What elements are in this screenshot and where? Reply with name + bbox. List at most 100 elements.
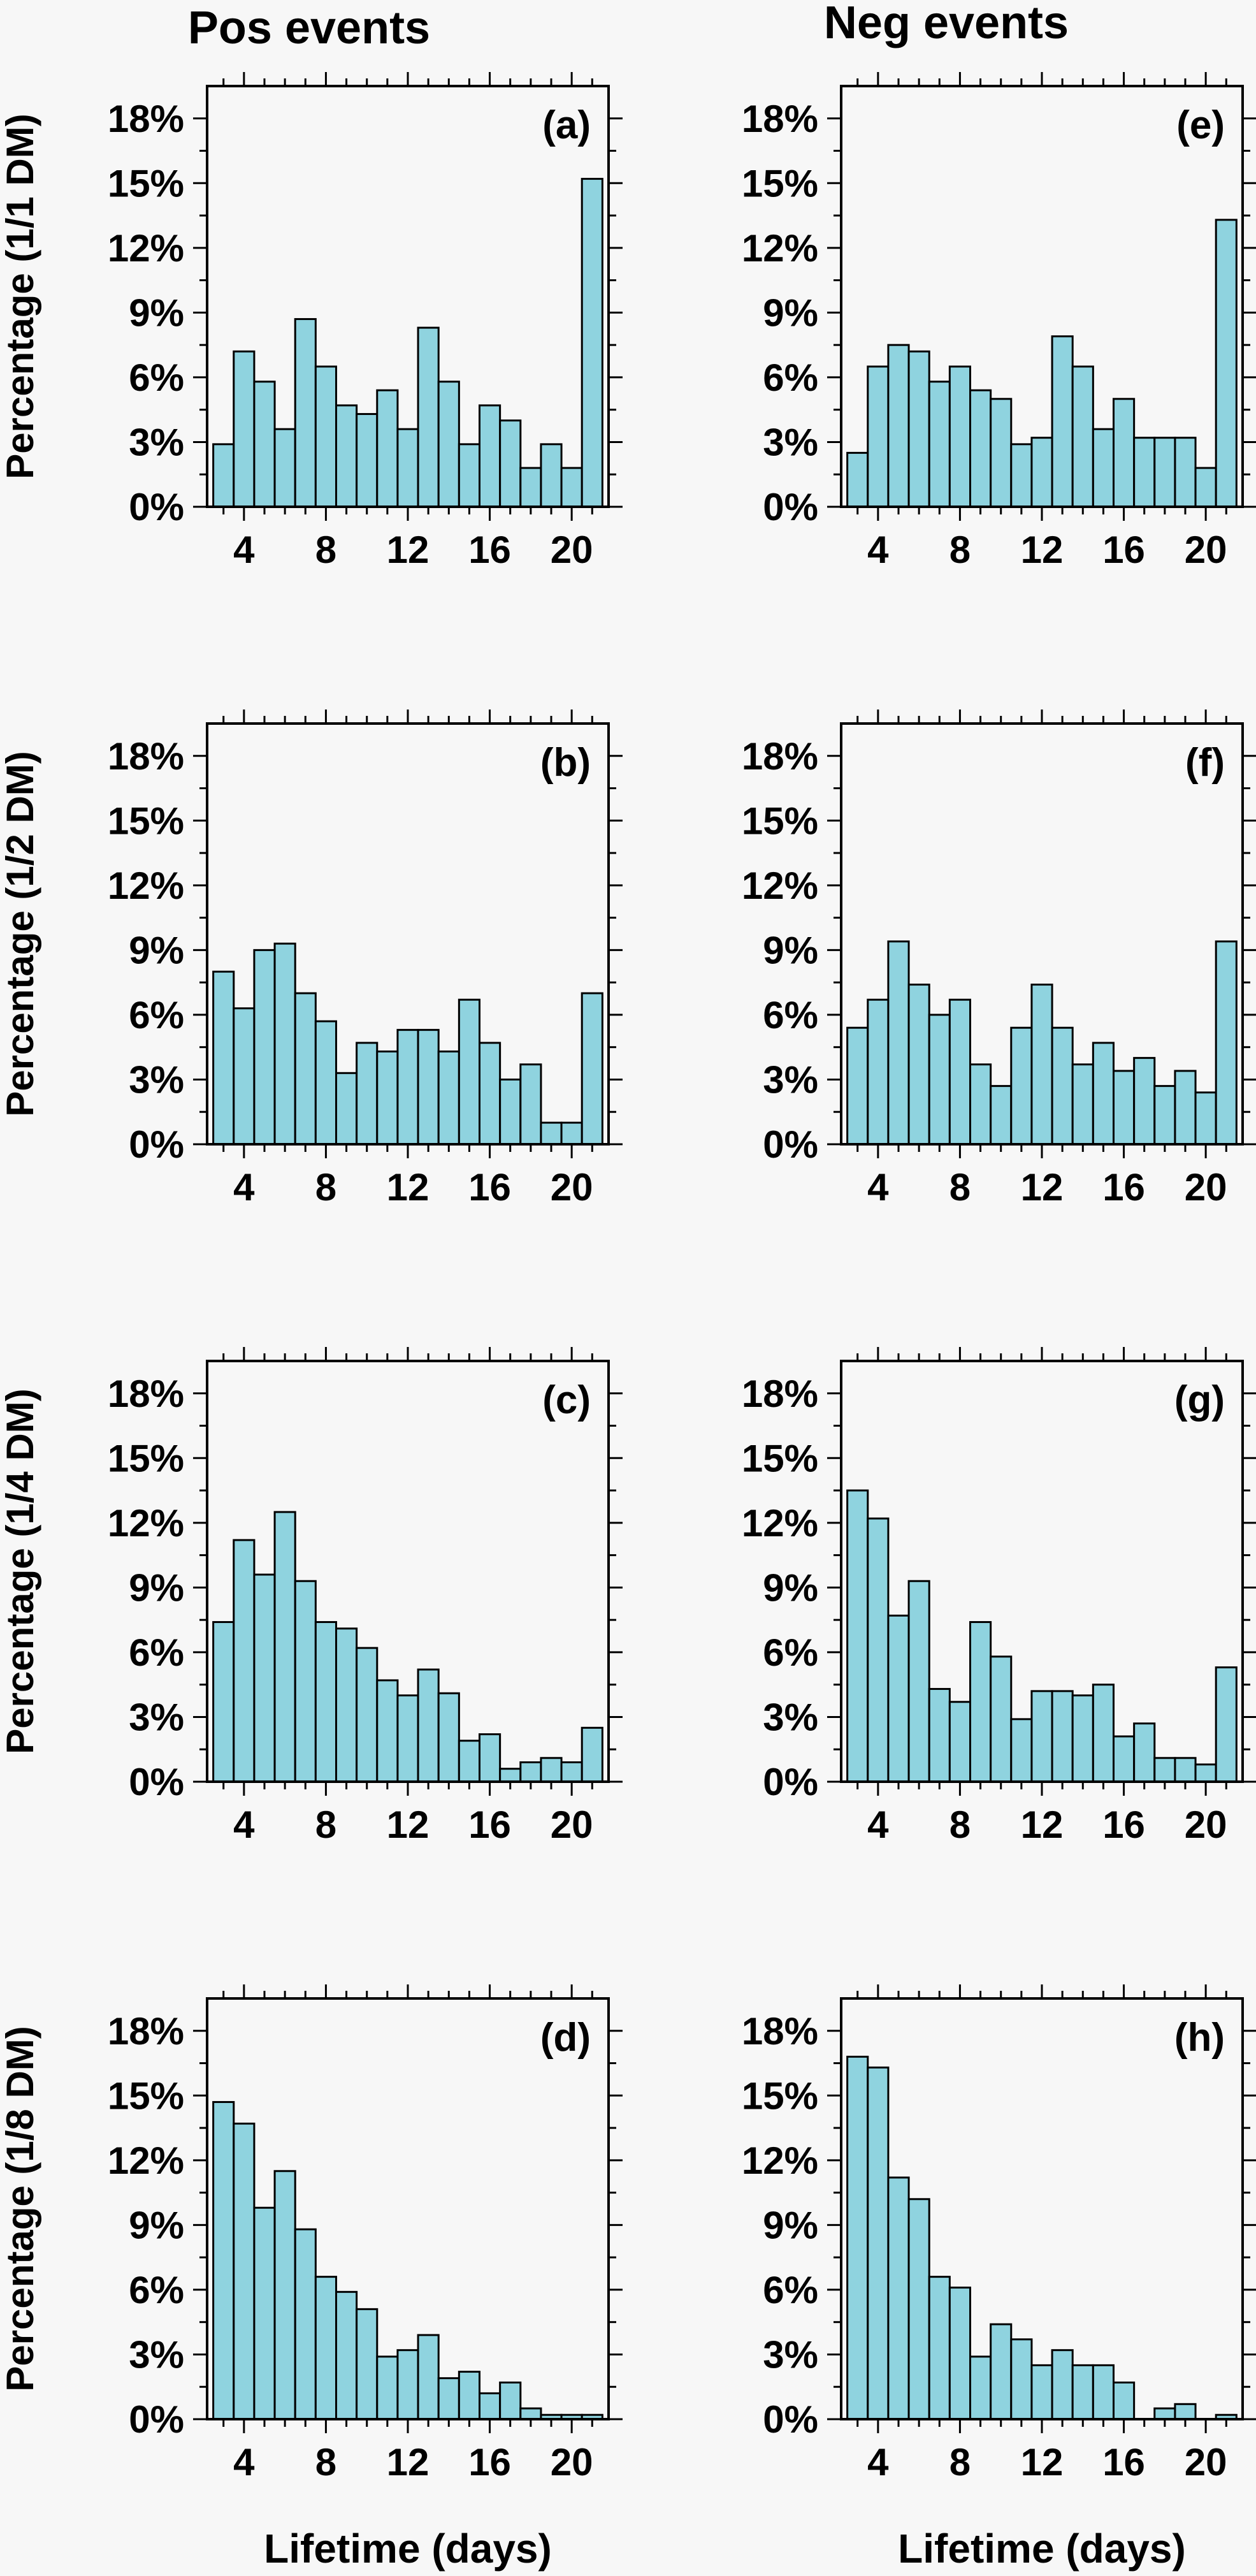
bar	[867, 365, 890, 508]
x-tick-label: 12	[1021, 528, 1064, 571]
x-tick-label: 12	[387, 2441, 429, 2484]
x-tick-label: 20	[1185, 1803, 1227, 1846]
bar	[294, 2228, 317, 2420]
x-tick-label: 20	[1185, 528, 1227, 571]
y-axis-label: Percentage (1/1 DM)	[0, 113, 41, 479]
x-tick-label: 8	[949, 2441, 971, 2484]
bar	[458, 2371, 480, 2420]
bar	[335, 404, 358, 508]
bar	[948, 2287, 972, 2420]
x-tick-label: 4	[233, 1166, 255, 1209]
y-tick-label: 0%	[763, 2398, 818, 2441]
bar	[887, 2176, 910, 2420]
panel-e: 4 8 12 16 20 0% 3% 6% 9% 12% 15% 18% (e)	[742, 72, 1256, 571]
x-tick-label: 12	[387, 1803, 429, 1846]
bar	[212, 970, 235, 1146]
bar	[458, 998, 480, 1146]
bar	[519, 1761, 542, 1783]
y-tick-label: 9%	[763, 929, 818, 971]
bar	[314, 365, 338, 508]
y-tick-label: 0%	[763, 1123, 818, 1166]
bar	[540, 443, 563, 508]
bar	[273, 2170, 296, 2420]
bar	[417, 2334, 440, 2420]
x-tick-label: 8	[315, 1803, 336, 1846]
y-tick-label: 6%	[129, 1631, 184, 1674]
panel-f: 4 8 12 16 20 0% 3% 6% 9% 12% 15% 18% (f)	[742, 709, 1256, 1209]
bar	[437, 381, 460, 508]
panel-label: (h)	[1174, 2016, 1225, 2060]
bar	[253, 949, 276, 1146]
bar	[560, 467, 583, 508]
bar	[417, 326, 440, 508]
bar	[1133, 437, 1156, 508]
xlabel-right: Lifetime (days)	[898, 2526, 1186, 2572]
bar	[376, 1679, 399, 1783]
x-tick-label: 20	[551, 1166, 593, 1209]
y-tick-label: 18%	[108, 2010, 184, 2053]
bar	[233, 350, 256, 508]
y-tick-label: 6%	[763, 1631, 818, 1674]
bar	[907, 350, 930, 508]
x-tick-label: 8	[949, 528, 971, 571]
bar	[990, 1085, 1013, 1146]
bar	[335, 1072, 358, 1146]
y-axis-label: Percentage (1/8 DM)	[0, 2026, 41, 2392]
bar	[479, 2392, 502, 2420]
bar	[294, 1580, 317, 1783]
x-tick-label: 12	[1021, 1166, 1064, 1209]
bar	[1174, 1757, 1197, 1783]
x-tick-label: 4	[233, 2441, 255, 2484]
bar	[867, 998, 890, 1146]
bar	[273, 428, 296, 508]
y-tick-label: 9%	[763, 2204, 818, 2246]
y-tick-label: 0%	[129, 2398, 184, 2441]
bar	[1051, 1690, 1074, 1783]
bar	[1215, 219, 1238, 508]
bar	[499, 1078, 522, 1146]
bar	[1215, 940, 1238, 1146]
bar	[990, 398, 1013, 508]
y-tick-label: 6%	[763, 356, 818, 399]
bar	[479, 1042, 502, 1146]
y-tick-label: 15%	[108, 162, 184, 205]
bar	[540, 1757, 563, 1783]
panel-label: (b)	[540, 741, 591, 785]
bar	[846, 1026, 869, 1146]
bar	[928, 1687, 951, 1783]
y-tick-label: 12%	[108, 1502, 184, 1545]
y-tick-label: 0%	[129, 1123, 184, 1166]
y-tick-label: 6%	[763, 2269, 818, 2311]
x-tick-label: 12	[1021, 1803, 1064, 1846]
y-tick-label: 18%	[742, 735, 818, 778]
x-tick-label: 20	[1185, 1166, 1227, 1209]
y-tick-label: 18%	[742, 1372, 818, 1415]
y-tick-label: 0%	[763, 486, 818, 528]
bar	[1010, 1718, 1033, 1783]
x-tick-label: 16	[1102, 528, 1145, 571]
y-tick-label: 18%	[742, 2010, 818, 2053]
y-tick-label: 18%	[108, 98, 184, 140]
bar	[969, 2355, 992, 2420]
panels: 4 8 12 16 20 0% 3% 6% 9% 12% 15% 18% (a) Percentage (…	[0, 72, 1256, 2484]
bar	[1113, 398, 1136, 508]
x-tick-label: 4	[233, 528, 255, 571]
bar	[253, 1573, 276, 1783]
bar	[1194, 1091, 1217, 1146]
bar	[376, 389, 399, 508]
bar	[212, 443, 235, 508]
bar	[887, 1614, 910, 1783]
bar	[479, 1733, 502, 1783]
x-tick-label: 4	[867, 2441, 889, 2484]
y-tick-label: 12%	[108, 227, 184, 270]
bar	[1153, 1085, 1176, 1146]
x-tick-label: 16	[468, 1166, 511, 1209]
y-tick-label: 18%	[742, 98, 818, 140]
bar	[1030, 984, 1053, 1146]
bar	[314, 2276, 338, 2420]
y-tick-label: 0%	[763, 1761, 818, 1803]
bar	[846, 1489, 869, 1783]
bar	[1113, 1070, 1136, 1146]
bar	[273, 1511, 296, 1783]
